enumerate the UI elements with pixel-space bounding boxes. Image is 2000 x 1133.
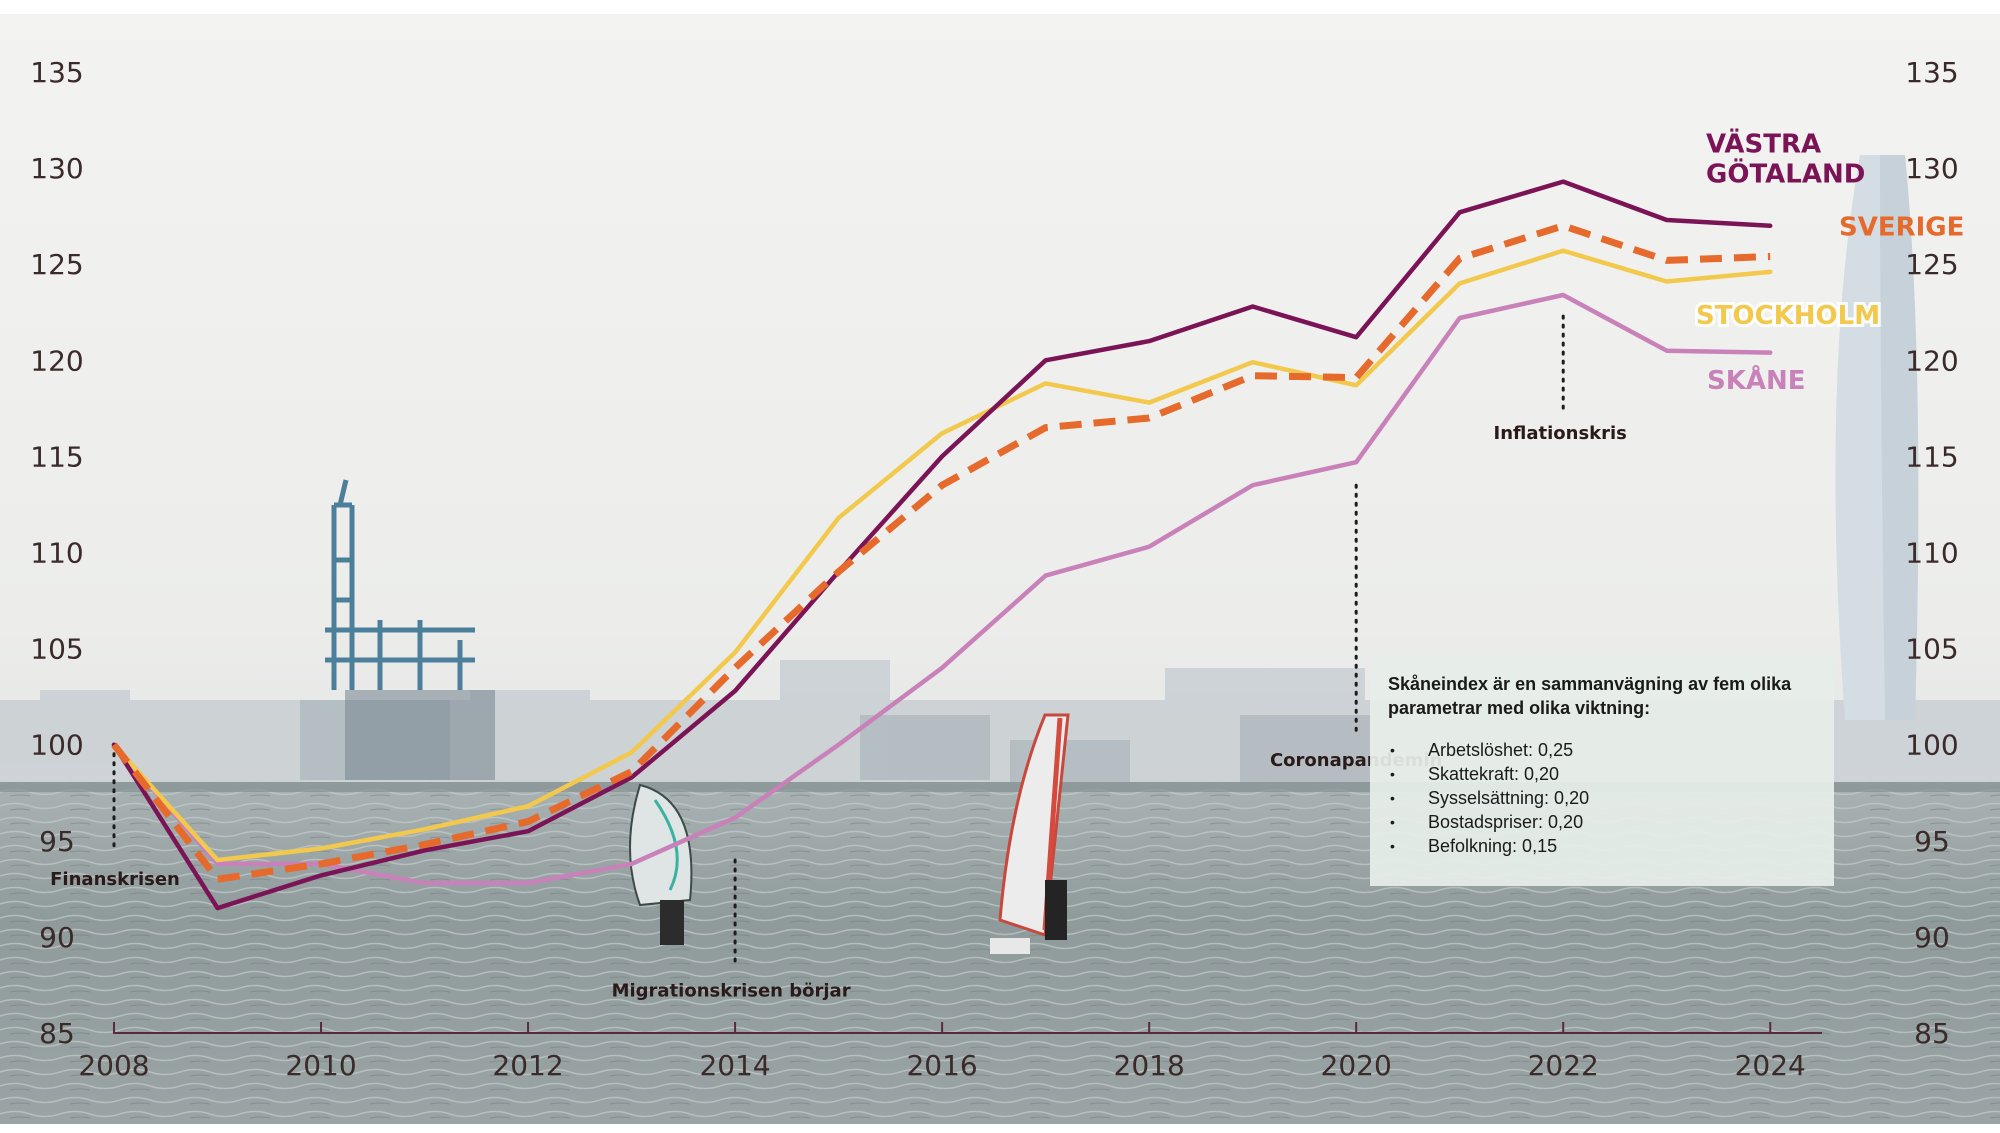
y-tick-label-left-115: 115 [30, 440, 83, 473]
series-label-line: SVERIGE [1839, 212, 1964, 242]
y-tick-label-left-120: 120 [30, 344, 83, 377]
x-tick-label-2016: 2016 [906, 1049, 977, 1082]
annotation-label-0: Finanskrisen [50, 869, 180, 890]
x-tick-label-2024: 2024 [1735, 1049, 1806, 1082]
series-label-line: STOCKHOLM [1696, 301, 1880, 331]
series-label-line: GÖTALAND [1706, 157, 1865, 190]
y-tick-label-left-105: 105 [30, 633, 83, 666]
y-tick-label-left-90: 90 [39, 921, 75, 954]
y-tick-label-right-130: 130 [1905, 152, 1958, 185]
info-item-arbetsloshet: Arbetslöshet: 0,25 [1388, 738, 1816, 762]
info-box-title: Skåneindex är en sammanvägning av fem ol… [1388, 674, 1792, 718]
series-label-v-stra-g-taland: VÄSTRA GÖTALAND [1706, 128, 1865, 190]
y-tick-label-right-85: 85 [1914, 1017, 1950, 1050]
x-tick-label-2008: 2008 [78, 1049, 149, 1082]
x-tick-label-2018: 2018 [1114, 1049, 1185, 1082]
series-line-sk-ne [111, 292, 1773, 886]
y-tick-label-left-110: 110 [30, 537, 83, 570]
axes: 2008 2010 2012 2014 2016 2018 2020 2022 2024 85 85… [30, 56, 1958, 1082]
series-line-stockholm [111, 248, 1773, 863]
info-box: Skåneindex är en sammanvägning av fem ol… [1370, 656, 1834, 886]
y-tick-label-right-110: 110 [1905, 537, 1958, 570]
series-lines [111, 179, 1773, 911]
series-labels: VÄSTRA GÖTALAND SVERIGE STOCKHOLM SKÅNE [1693, 128, 1964, 396]
annotation-label-1: Migrationskrisen börjar [612, 980, 851, 1001]
series-line-v-stra-g-taland [111, 179, 1773, 911]
series-line-sverige [111, 222, 1771, 883]
series-label-line: VÄSTRA [1706, 128, 1821, 160]
series-label-stockholm: STOCKHOLM [1696, 301, 1880, 331]
y-tick-label-right-135: 135 [1905, 56, 1958, 89]
annotation-label-3: Inflationskris [1494, 423, 1627, 444]
info-item-befolkning: Befolkning: 0,15 [1388, 834, 1816, 858]
y-tick-label-left-135: 135 [30, 56, 83, 89]
windsurfer-right [990, 713, 1070, 954]
series-label-sk-ne: SKÅNE [1707, 364, 1806, 396]
x-tick-label-2014: 2014 [699, 1049, 770, 1082]
y-tick-label-left-125: 125 [30, 248, 83, 281]
y-tick-label-right-120: 120 [1905, 344, 1958, 377]
info-item-sysselsattning: Sysselsättning: 0,20 [1388, 786, 1816, 810]
y-tick-label-left-95: 95 [39, 825, 75, 858]
y-tick-label-right-95: 95 [1914, 825, 1950, 858]
x-tick-label-2020: 2020 [1321, 1049, 1392, 1082]
series-label-sverige: SVERIGE [1839, 212, 1964, 242]
series-label-line: SKÅNE [1707, 364, 1806, 396]
y-tick-label-right-105: 105 [1905, 633, 1958, 666]
info-item-bostadspriser: Bostadspriser: 0,20 [1388, 810, 1816, 834]
windsurfer-left [629, 783, 693, 945]
y-tick-label-left-100: 100 [30, 729, 83, 762]
y-tick-label-right-115: 115 [1905, 440, 1958, 473]
y-tick-label-left-85: 85 [39, 1017, 75, 1050]
x-tick-label-2010: 2010 [285, 1049, 356, 1082]
x-tick-label-2022: 2022 [1528, 1049, 1599, 1082]
x-tick-label-2012: 2012 [492, 1049, 563, 1082]
y-tick-label-right-90: 90 [1914, 921, 1950, 954]
y-tick-label-right-125: 125 [1905, 248, 1958, 281]
info-box-list: Arbetslöshet: 0,25 Skattekraft: 0,20 Sys… [1388, 738, 1816, 858]
info-item-skattekraft: Skattekraft: 0,20 [1388, 762, 1816, 786]
y-tick-label-right-100: 100 [1905, 729, 1958, 762]
y-tick-label-left-130: 130 [30, 152, 83, 185]
